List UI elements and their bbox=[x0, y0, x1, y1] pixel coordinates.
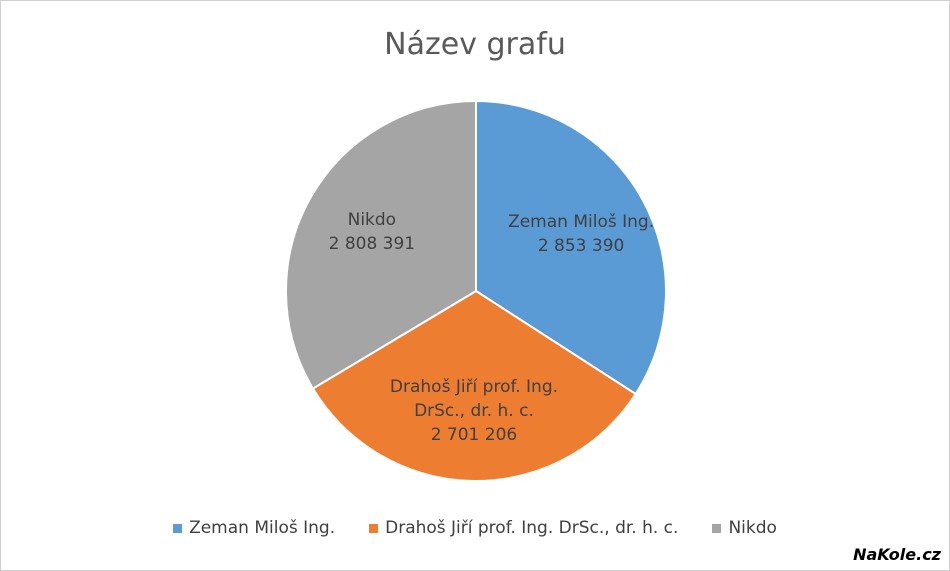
chart-title: Název grafu bbox=[384, 27, 566, 62]
legend-label: Zeman Miloš Ing. bbox=[189, 518, 336, 538]
data-label-category: Zeman Miloš Ing. bbox=[508, 211, 655, 232]
legend-entry: Drahoš Jiří prof. Ing. DrSc., dr. h. c. bbox=[369, 518, 678, 538]
watermark: NaKole.cz bbox=[853, 545, 941, 564]
legend-swatch bbox=[369, 523, 379, 533]
legend-label: Drahoš Jiří prof. Ing. DrSc., dr. h. c. bbox=[385, 518, 679, 538]
pie-slice bbox=[311, 289, 638, 482]
legend-swatch bbox=[712, 523, 722, 533]
pie-slice bbox=[285, 99, 477, 390]
legend: Zeman Miloš Ing. Drahoš Jiří prof. Ing. D… bbox=[1, 518, 949, 538]
data-label-category: Nikdo bbox=[347, 209, 397, 230]
data-label-value: 2 701 206 bbox=[430, 424, 518, 445]
legend-swatch bbox=[173, 523, 183, 533]
data-label: Nikdo 2 808 391 bbox=[284, 208, 460, 256]
legend-entry: Nikdo bbox=[712, 518, 777, 538]
legend-label: Nikdo bbox=[728, 518, 777, 538]
data-label: Drahoš Jiří prof. Ing. DrSc., dr. h. c. 2… bbox=[386, 375, 562, 447]
data-label-value: 2 808 391 bbox=[328, 233, 416, 254]
data-label-category: Drahoš Jiří prof. Ing. DrSc., dr. h. c. bbox=[389, 376, 559, 421]
data-label-value: 2 853 390 bbox=[537, 235, 625, 256]
legend-entry: Zeman Miloš Ing. bbox=[173, 518, 335, 538]
data-label: Zeman Miloš Ing. 2 853 390 bbox=[493, 210, 669, 258]
